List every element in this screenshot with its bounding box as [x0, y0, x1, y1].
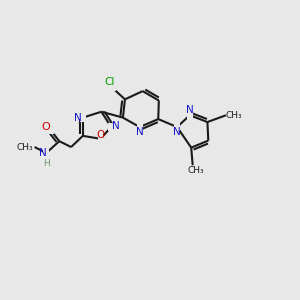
Text: N: N [112, 121, 120, 130]
FancyBboxPatch shape [107, 82, 116, 91]
Text: N: N [136, 127, 144, 137]
FancyBboxPatch shape [137, 123, 142, 131]
Text: O: O [42, 122, 50, 132]
FancyBboxPatch shape [187, 111, 193, 120]
Text: N: N [39, 148, 47, 158]
Text: CH₃: CH₃ [17, 142, 34, 152]
Text: N: N [74, 112, 81, 123]
Text: Cl: Cl [104, 77, 115, 87]
Text: CH₃: CH₃ [187, 166, 204, 175]
Text: N: N [173, 127, 181, 137]
FancyBboxPatch shape [80, 113, 86, 122]
FancyBboxPatch shape [98, 134, 103, 143]
Text: N: N [186, 105, 194, 115]
Text: O: O [96, 130, 105, 140]
Text: CH₃: CH₃ [226, 111, 242, 120]
FancyBboxPatch shape [174, 123, 180, 131]
FancyBboxPatch shape [44, 148, 49, 158]
FancyBboxPatch shape [108, 123, 114, 131]
Text: H: H [43, 159, 50, 168]
FancyBboxPatch shape [47, 126, 54, 134]
